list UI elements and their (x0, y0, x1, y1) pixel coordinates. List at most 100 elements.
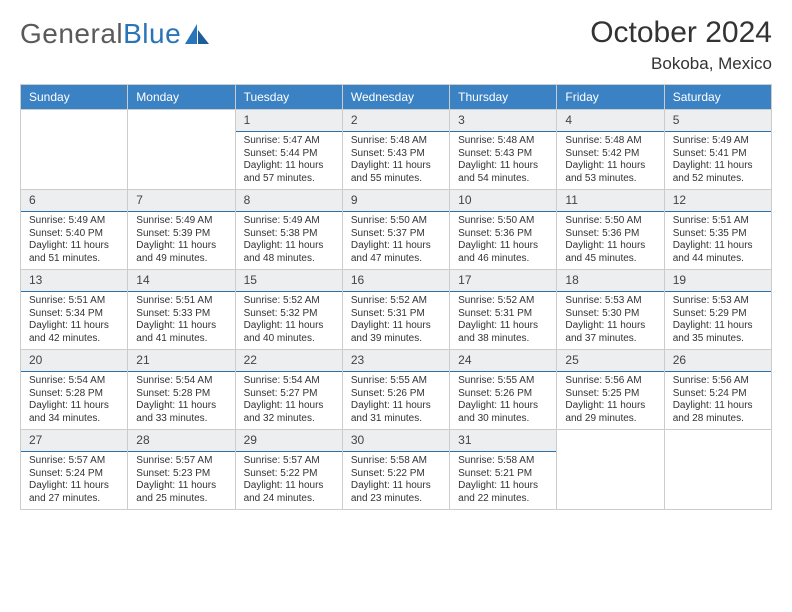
day-number: 2 (343, 110, 449, 132)
day-header: Thursday (450, 85, 557, 110)
day-body: Sunrise: 5:49 AMSunset: 5:38 PMDaylight:… (236, 212, 342, 269)
sunrise-line: Sunrise: 5:49 AM (136, 215, 226, 228)
sunset-line: Sunset: 5:33 PM (136, 308, 226, 321)
day-cell: 22Sunrise: 5:54 AMSunset: 5:27 PMDayligh… (236, 350, 343, 430)
daylight-line: Daylight: 11 hours and 33 minutes. (136, 400, 226, 425)
day-body: Sunrise: 5:57 AMSunset: 5:24 PMDaylight:… (21, 452, 127, 509)
day-cell: 6Sunrise: 5:49 AMSunset: 5:40 PMDaylight… (21, 190, 128, 270)
day-body: Sunrise: 5:53 AMSunset: 5:30 PMDaylight:… (557, 292, 663, 349)
sunset-line: Sunset: 5:30 PM (565, 308, 655, 321)
logo-text: GeneralBlue (20, 18, 181, 50)
page-title: October 2024 (590, 18, 772, 48)
sunrise-line: Sunrise: 5:55 AM (351, 375, 441, 388)
sunset-line: Sunset: 5:43 PM (351, 148, 441, 161)
day-number: 1 (236, 110, 342, 132)
day-number: 8 (236, 190, 342, 212)
day-cell: 24Sunrise: 5:55 AMSunset: 5:26 PMDayligh… (450, 350, 557, 430)
day-number: 21 (128, 350, 234, 372)
day-body: Sunrise: 5:50 AMSunset: 5:36 PMDaylight:… (557, 212, 663, 269)
location-label: Bokoba, Mexico (590, 54, 772, 74)
daylight-line: Daylight: 11 hours and 39 minutes. (351, 320, 441, 345)
sunrise-line: Sunrise: 5:56 AM (565, 375, 655, 388)
daylight-line: Daylight: 11 hours and 44 minutes. (673, 240, 763, 265)
daylight-line: Daylight: 11 hours and 23 minutes. (351, 480, 441, 505)
sunset-line: Sunset: 5:31 PM (351, 308, 441, 321)
calendar-grid: SundayMondayTuesdayWednesdayThursdayFrid… (20, 84, 772, 510)
day-body: Sunrise: 5:51 AMSunset: 5:35 PMDaylight:… (665, 212, 771, 269)
daylight-line: Daylight: 11 hours and 37 minutes. (565, 320, 655, 345)
sunrise-line: Sunrise: 5:57 AM (29, 455, 119, 468)
sunset-line: Sunset: 5:24 PM (673, 388, 763, 401)
day-number: 5 (665, 110, 771, 132)
empty-cell (21, 110, 128, 190)
daylight-line: Daylight: 11 hours and 49 minutes. (136, 240, 226, 265)
daylight-line: Daylight: 11 hours and 47 minutes. (351, 240, 441, 265)
header-bar: GeneralBlue October 2024 Bokoba, Mexico (20, 18, 772, 74)
day-number: 9 (343, 190, 449, 212)
daylight-line: Daylight: 11 hours and 41 minutes. (136, 320, 226, 345)
empty-cell (128, 110, 235, 190)
day-cell: 11Sunrise: 5:50 AMSunset: 5:36 PMDayligh… (557, 190, 664, 270)
sunrise-line: Sunrise: 5:53 AM (673, 295, 763, 308)
day-cell: 20Sunrise: 5:54 AMSunset: 5:28 PMDayligh… (21, 350, 128, 430)
day-cell: 15Sunrise: 5:52 AMSunset: 5:32 PMDayligh… (236, 270, 343, 350)
sunset-line: Sunset: 5:37 PM (351, 228, 441, 241)
sunset-line: Sunset: 5:26 PM (351, 388, 441, 401)
logo: GeneralBlue (20, 18, 209, 50)
day-body: Sunrise: 5:49 AMSunset: 5:40 PMDaylight:… (21, 212, 127, 269)
daylight-line: Daylight: 11 hours and 27 minutes. (29, 480, 119, 505)
day-body: Sunrise: 5:50 AMSunset: 5:37 PMDaylight:… (343, 212, 449, 269)
day-cell: 29Sunrise: 5:57 AMSunset: 5:22 PMDayligh… (236, 430, 343, 510)
daylight-line: Daylight: 11 hours and 22 minutes. (458, 480, 548, 505)
day-header: Tuesday (236, 85, 343, 110)
day-body: Sunrise: 5:51 AMSunset: 5:33 PMDaylight:… (128, 292, 234, 349)
daylight-line: Daylight: 11 hours and 54 minutes. (458, 160, 548, 185)
daylight-line: Daylight: 11 hours and 46 minutes. (458, 240, 548, 265)
day-number: 26 (665, 350, 771, 372)
day-body: Sunrise: 5:49 AMSunset: 5:39 PMDaylight:… (128, 212, 234, 269)
day-body: Sunrise: 5:57 AMSunset: 5:23 PMDaylight:… (128, 452, 234, 509)
day-body: Sunrise: 5:54 AMSunset: 5:28 PMDaylight:… (128, 372, 234, 429)
day-cell: 10Sunrise: 5:50 AMSunset: 5:36 PMDayligh… (450, 190, 557, 270)
sunrise-line: Sunrise: 5:58 AM (351, 455, 441, 468)
daylight-line: Daylight: 11 hours and 40 minutes. (244, 320, 334, 345)
sunrise-line: Sunrise: 5:51 AM (673, 215, 763, 228)
day-number: 17 (450, 270, 556, 292)
sunrise-line: Sunrise: 5:58 AM (458, 455, 548, 468)
sunset-line: Sunset: 5:21 PM (458, 468, 548, 481)
day-cell: 1Sunrise: 5:47 AMSunset: 5:44 PMDaylight… (236, 110, 343, 190)
daylight-line: Daylight: 11 hours and 34 minutes. (29, 400, 119, 425)
day-number: 12 (665, 190, 771, 212)
day-body: Sunrise: 5:57 AMSunset: 5:22 PMDaylight:… (236, 452, 342, 509)
day-cell: 13Sunrise: 5:51 AMSunset: 5:34 PMDayligh… (21, 270, 128, 350)
day-header: Saturday (665, 85, 772, 110)
day-body: Sunrise: 5:54 AMSunset: 5:27 PMDaylight:… (236, 372, 342, 429)
day-body: Sunrise: 5:48 AMSunset: 5:43 PMDaylight:… (450, 132, 556, 189)
day-number: 13 (21, 270, 127, 292)
daylight-line: Daylight: 11 hours and 38 minutes. (458, 320, 548, 345)
sunrise-line: Sunrise: 5:50 AM (351, 215, 441, 228)
sunset-line: Sunset: 5:31 PM (458, 308, 548, 321)
sunset-line: Sunset: 5:22 PM (244, 468, 334, 481)
day-cell: 2Sunrise: 5:48 AMSunset: 5:43 PMDaylight… (343, 110, 450, 190)
sunrise-line: Sunrise: 5:49 AM (673, 135, 763, 148)
daylight-line: Daylight: 11 hours and 24 minutes. (244, 480, 334, 505)
daylight-line: Daylight: 11 hours and 28 minutes. (673, 400, 763, 425)
day-cell: 14Sunrise: 5:51 AMSunset: 5:33 PMDayligh… (128, 270, 235, 350)
daylight-line: Daylight: 11 hours and 31 minutes. (351, 400, 441, 425)
day-body: Sunrise: 5:56 AMSunset: 5:24 PMDaylight:… (665, 372, 771, 429)
sunrise-line: Sunrise: 5:51 AM (136, 295, 226, 308)
day-body: Sunrise: 5:58 AMSunset: 5:22 PMDaylight:… (343, 452, 449, 509)
day-header: Friday (557, 85, 664, 110)
title-block: October 2024 Bokoba, Mexico (590, 18, 772, 74)
sunset-line: Sunset: 5:29 PM (673, 308, 763, 321)
day-number: 20 (21, 350, 127, 372)
sunrise-line: Sunrise: 5:52 AM (458, 295, 548, 308)
sunrise-line: Sunrise: 5:55 AM (458, 375, 548, 388)
sunset-line: Sunset: 5:41 PM (673, 148, 763, 161)
daylight-line: Daylight: 11 hours and 52 minutes. (673, 160, 763, 185)
daylight-line: Daylight: 11 hours and 29 minutes. (565, 400, 655, 425)
day-body: Sunrise: 5:52 AMSunset: 5:32 PMDaylight:… (236, 292, 342, 349)
logo-text-1: General (20, 18, 123, 49)
day-cell: 28Sunrise: 5:57 AMSunset: 5:23 PMDayligh… (128, 430, 235, 510)
